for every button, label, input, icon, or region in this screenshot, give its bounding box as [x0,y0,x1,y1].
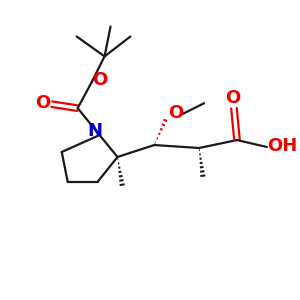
Text: O: O [225,89,241,107]
Text: OH: OH [267,137,297,155]
Text: N: N [87,122,102,140]
Text: O: O [92,71,107,89]
Text: O: O [169,104,184,122]
Text: O: O [35,94,50,112]
